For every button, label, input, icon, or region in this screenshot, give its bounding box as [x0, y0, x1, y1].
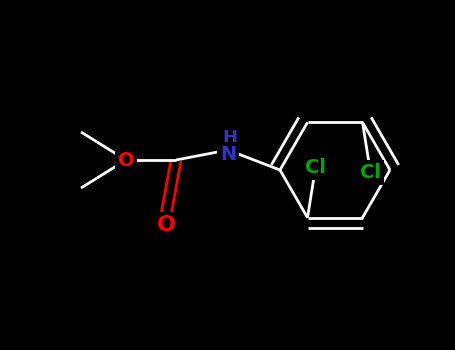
- Text: O: O: [118, 150, 134, 169]
- Text: Cl: Cl: [360, 163, 381, 182]
- Text: O: O: [157, 215, 176, 235]
- Text: N: N: [220, 145, 236, 163]
- Text: Cl: Cl: [305, 158, 326, 177]
- Text: H: H: [222, 129, 238, 147]
